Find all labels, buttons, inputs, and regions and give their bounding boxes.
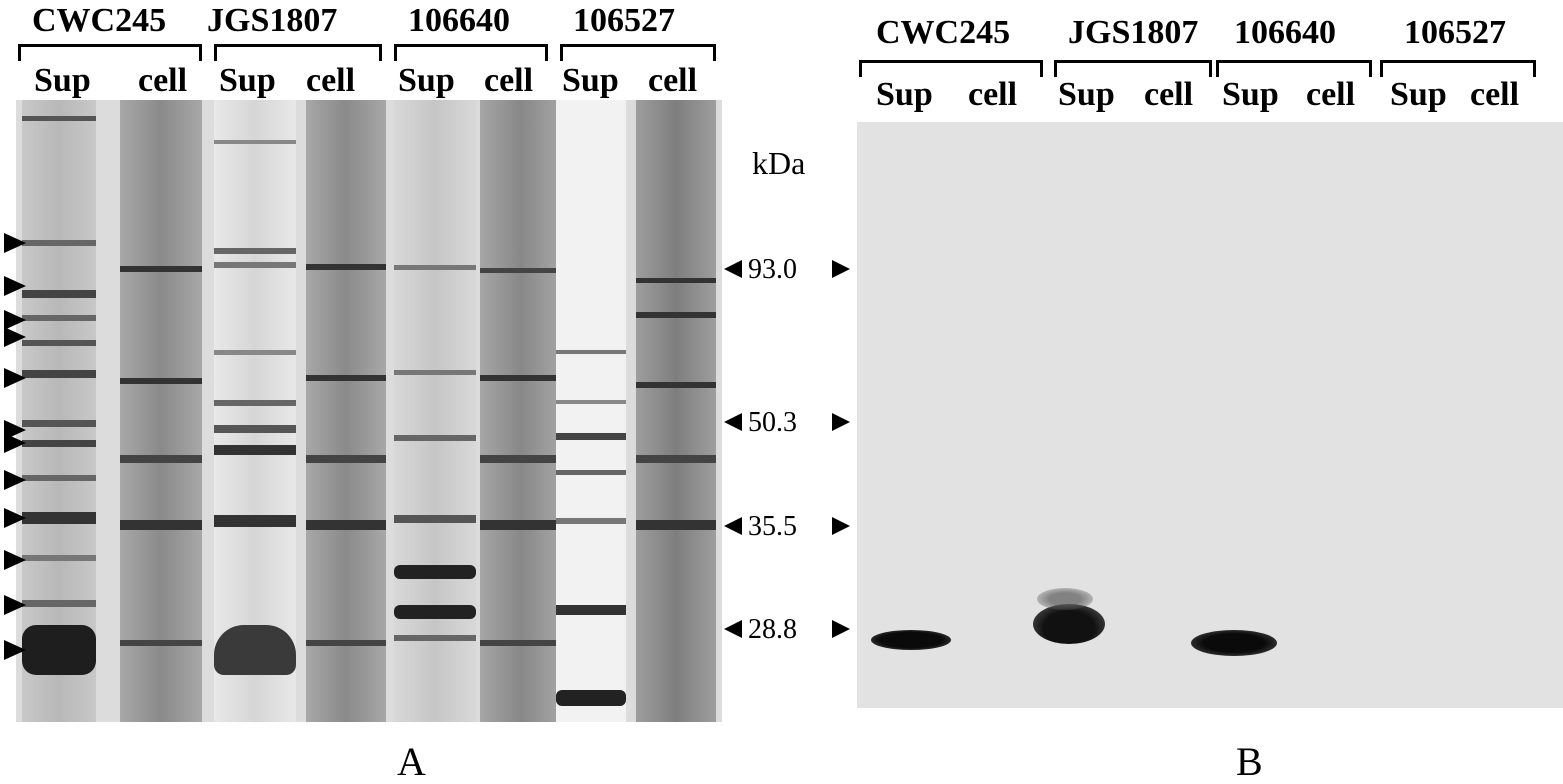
panel-b-lane-label: cell xyxy=(1144,76,1194,113)
panel-b-lane-label: cell xyxy=(968,76,1018,113)
panel-a-strain-bracket xyxy=(18,44,202,61)
gel-lane xyxy=(394,100,476,722)
panel-b-lane-label: cell xyxy=(1306,76,1356,113)
right-arrowhead-icon xyxy=(832,620,850,638)
panel-b-strain-label: JGS1807 xyxy=(1068,14,1199,51)
protein-band-arrowhead-icon xyxy=(4,276,26,296)
panel-a-lane-label: Sup xyxy=(34,62,91,99)
kda-unit-label: kDa xyxy=(752,145,806,181)
panel-a-lane-label: cell xyxy=(306,62,356,99)
panel-b-strain-label: 106640 xyxy=(1234,14,1336,51)
gel-lane xyxy=(480,100,562,722)
left-arrowhead-icon xyxy=(724,517,742,535)
panel-b-letter: B xyxy=(1236,739,1263,784)
gel-lane xyxy=(306,100,386,722)
western-blot-image xyxy=(857,122,1563,708)
sds-page-gel-image xyxy=(16,100,722,722)
gel-lane xyxy=(636,100,716,722)
right-arrowhead-icon xyxy=(832,517,850,535)
left-arrowhead-icon xyxy=(724,620,742,638)
protein-band-arrowhead-icon xyxy=(4,470,26,490)
panel-a-strain-label: 106640 xyxy=(408,2,510,39)
right-arrowhead-icon xyxy=(832,260,850,278)
protein-band-arrowhead-icon xyxy=(4,310,26,330)
panel-b-lane-label: Sup xyxy=(876,76,933,113)
panel-a-lane-label: Sup xyxy=(562,62,619,99)
panel-b-lane-label: cell xyxy=(1470,76,1520,113)
protein-band-arrowhead-icon xyxy=(4,433,26,453)
protein-band-arrowhead-icon xyxy=(4,233,26,253)
marker-35-label: 35.5 xyxy=(748,511,797,542)
panel-b-strain-bracket xyxy=(1054,60,1212,77)
panel-b-strain-bracket xyxy=(1216,60,1372,77)
panel-a-lane-label: cell xyxy=(138,62,188,99)
blot-band xyxy=(871,630,951,650)
protein-band-arrowhead-icon xyxy=(4,508,26,528)
left-arrowhead-icon xyxy=(724,260,742,278)
panel-a-lane-label: Sup xyxy=(219,62,276,99)
panel-a-lane-label: cell xyxy=(648,62,698,99)
protein-band-arrowhead-icon xyxy=(4,640,26,660)
panel-a-strain-label: JGS1807 xyxy=(207,2,338,39)
panel-a-lane-label: cell xyxy=(484,62,534,99)
marker-50-label: 50.3 xyxy=(748,407,797,438)
panel-b-strain-label: 106527 xyxy=(1404,14,1506,51)
panel-a-strain-bracket xyxy=(214,44,382,61)
protein-band-arrowhead-icon xyxy=(4,550,26,570)
protein-band-arrowhead-icon xyxy=(4,368,26,388)
panel-a-strain-label: CWC245 xyxy=(32,2,167,39)
panel-a-strain-bracket xyxy=(560,44,716,61)
panel-b-lane-label: Sup xyxy=(1222,76,1279,113)
panel-b-lane-label: Sup xyxy=(1390,76,1447,113)
panel-b-strain-bracket xyxy=(859,60,1043,77)
right-arrowhead-icon xyxy=(832,413,850,431)
marker-28-label: 28.8 xyxy=(748,614,797,645)
panel-a-lane-label: Sup xyxy=(398,62,455,99)
gel-lane xyxy=(120,100,202,722)
blot-band-smear xyxy=(1037,588,1093,610)
panel-b-strain-label: CWC245 xyxy=(876,14,1011,51)
blot-band xyxy=(1191,630,1277,656)
marker-93-label: 93.0 xyxy=(748,254,797,285)
protein-band-arrowhead-icon xyxy=(4,327,26,347)
gel-lane xyxy=(556,100,626,722)
panel-a-strain-bracket xyxy=(394,44,548,61)
panel-b-lane-label: Sup xyxy=(1058,76,1115,113)
panel-a-letter: A xyxy=(397,739,426,784)
gel-lane xyxy=(214,100,296,722)
blot-band xyxy=(1033,604,1105,644)
gel-lane xyxy=(22,100,96,722)
protein-band-arrowhead-icon xyxy=(4,595,26,615)
panel-a-strain-label: 106527 xyxy=(573,2,675,39)
left-arrowhead-icon xyxy=(724,413,742,431)
panel-b-strain-bracket xyxy=(1380,60,1536,77)
